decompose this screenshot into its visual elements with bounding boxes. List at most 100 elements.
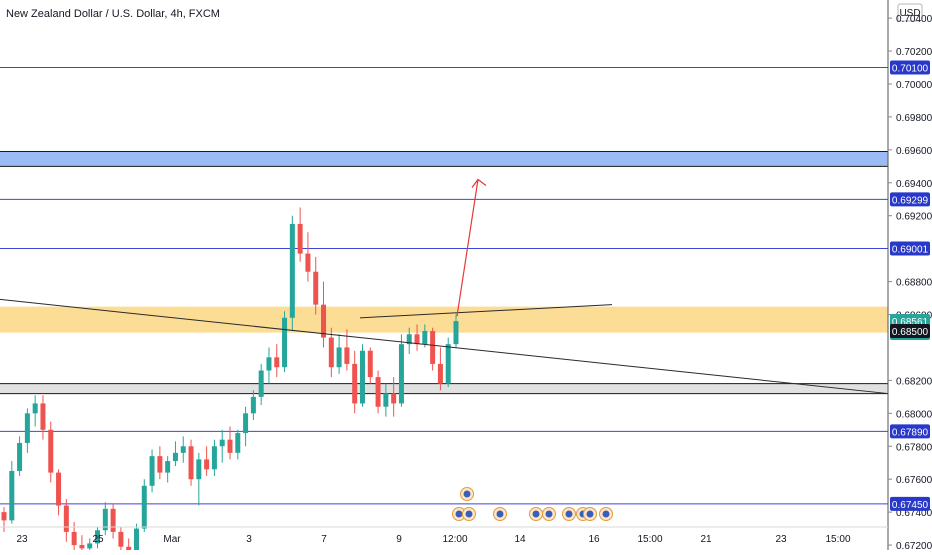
candle-body	[79, 545, 85, 549]
price-badge	[890, 496, 930, 511]
candle-body	[219, 439, 225, 447]
candle-body	[48, 429, 54, 473]
flag-icon	[565, 510, 573, 518]
price-badge	[890, 424, 930, 439]
trend-line-ascending[interactable]	[359, 304, 613, 319]
candle-body	[352, 363, 358, 404]
flag-icon	[463, 490, 471, 498]
y-tick-label: 0.67200	[896, 541, 932, 550]
y-tick-label: 0.70400	[896, 14, 932, 25]
candle-body	[344, 347, 350, 364]
candle-body	[437, 363, 443, 384]
price-badge-label: 0.67450	[892, 500, 929, 511]
chart-title: New Zealand Dollar / U.S. Dollar, 4h, FX…	[6, 8, 220, 20]
candle-body	[266, 357, 272, 371]
y-tick-label: 0.69800	[896, 113, 932, 124]
candle-body	[172, 452, 178, 462]
price-badge-label: 0.69299	[892, 195, 929, 206]
candle-body	[336, 347, 342, 368]
x-tick-label: 25	[92, 534, 104, 545]
candle-body	[32, 403, 38, 414]
x-tick-label: 15:00	[825, 534, 850, 545]
candle-body	[321, 304, 327, 338]
candle-body	[63, 505, 69, 532]
candle-body	[141, 485, 147, 529]
y-tick-label: 0.67800	[896, 442, 932, 453]
candle-body	[367, 350, 373, 378]
candle-body	[118, 531, 124, 547]
x-tick-label: 16	[588, 534, 600, 545]
candle-body	[211, 446, 217, 470]
candle-body	[71, 531, 77, 546]
candle-body	[149, 456, 155, 486]
candle-body	[204, 459, 210, 470]
candle-body	[282, 317, 288, 368]
flag-icon	[545, 510, 553, 518]
candle-body	[445, 344, 451, 384]
y-tick-label: 0.68200	[896, 376, 932, 387]
candle-body	[95, 530, 101, 544]
current-price-label: 0.68561	[892, 317, 929, 328]
x-tick-label: 9	[396, 534, 402, 545]
x-tick-label: 15:00	[637, 534, 662, 545]
candle-body	[165, 461, 171, 473]
candle-body	[87, 543, 93, 549]
candle-body	[235, 433, 241, 453]
price-badge-label: 0.67890	[892, 427, 929, 438]
price-zone-2	[0, 383, 888, 394]
candle-body	[406, 334, 412, 345]
projection-arrow-line[interactable]	[456, 179, 479, 317]
candle-body	[453, 321, 459, 345]
candle-body	[227, 439, 233, 453]
x-tick-label: 14	[514, 534, 526, 545]
highlight-price-badge	[890, 323, 930, 338]
flag-icon	[586, 510, 594, 518]
price-zone-0	[0, 151, 888, 167]
x-tick-label: Mar	[163, 534, 181, 545]
highlight-price-label: 0.68500	[892, 327, 929, 338]
candle-body	[24, 413, 30, 443]
candle-body	[383, 393, 389, 407]
flag-icon	[532, 510, 540, 518]
candle-body	[40, 403, 46, 430]
currency-box[interactable]	[897, 3, 923, 22]
candle-body	[157, 456, 163, 473]
x-tick-label: 3	[246, 534, 252, 545]
candle-body	[1, 512, 7, 521]
currency-label: USD	[899, 8, 920, 19]
candle-body	[391, 393, 397, 404]
price-zone-1	[0, 306, 888, 333]
projection-arrow-head	[471, 178, 487, 188]
candle-body	[133, 528, 139, 555]
y-tick-label: 0.69400	[896, 179, 932, 190]
candle-body	[180, 446, 186, 453]
candle-body	[422, 330, 428, 345]
y-tick-label: 0.70000	[896, 80, 932, 91]
candle-body	[375, 377, 381, 407]
candle-body	[188, 446, 194, 480]
y-tick-label: 0.70200	[896, 47, 932, 58]
candle-body	[9, 470, 15, 521]
price-badge	[890, 241, 930, 256]
candle-body	[297, 223, 303, 254]
candle-body	[274, 357, 280, 368]
x-tick-label: 23	[16, 534, 28, 545]
y-tick-label: 0.68000	[896, 409, 932, 420]
trend-line-descending[interactable]	[0, 298, 889, 395]
y-tick-label: 0.69200	[896, 212, 932, 223]
x-tick-label: 21	[700, 534, 712, 545]
candle-body	[250, 396, 256, 414]
flag-icon	[455, 510, 463, 518]
y-tick-label: 0.67600	[896, 475, 932, 486]
candle-body	[313, 271, 319, 305]
y-tick-label: 0.67400	[896, 508, 932, 519]
candle-body	[17, 442, 23, 471]
price-badge-label: 0.69001	[892, 244, 929, 255]
candle-body	[289, 223, 295, 318]
candle-body	[243, 413, 249, 434]
x-tick-label: 12:00	[442, 534, 467, 545]
y-tick-label: 0.68800	[896, 278, 932, 289]
candle-body	[328, 337, 334, 368]
